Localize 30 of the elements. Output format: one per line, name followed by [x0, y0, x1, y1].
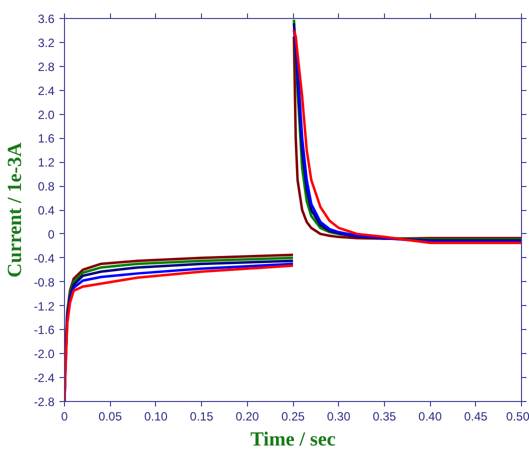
y-tick-label: 3.2 — [38, 36, 55, 50]
x-tick-label: 0.30 — [327, 410, 351, 424]
x-tick-label: 0.10 — [144, 410, 168, 424]
y-tick-label: 3.6 — [38, 12, 55, 26]
y-tick-label: 1.6 — [38, 132, 55, 146]
x-tick-label: 0 — [61, 410, 68, 424]
y-tick-label: -0.8 — [34, 275, 55, 290]
x-tick-label: 0.40 — [418, 410, 442, 424]
y-tick-label: -2.8 — [34, 395, 55, 409]
y-tick-label: 2.4 — [38, 84, 55, 98]
x-tick-label: 0.50 — [506, 410, 529, 424]
y-axis-title: Current / 1e-3A — [4, 142, 26, 278]
y-tick-label: 0 — [48, 227, 55, 242]
y-tick-label: 2.8 — [38, 60, 55, 74]
x-tick-label: 0.45 — [464, 410, 488, 424]
y-tick-label: -1.2 — [34, 299, 55, 314]
y-tick-label: 1.2 — [38, 156, 55, 170]
y-tick-label: 2.0 — [38, 108, 55, 122]
y-tick-label: 0.8 — [38, 180, 55, 194]
x-tick-label: 0.35 — [372, 410, 396, 424]
y-tick-label: 0.4 — [38, 204, 55, 218]
y-tick-label: -1.6 — [34, 323, 55, 338]
y-tick-label: -2.0 — [34, 347, 55, 362]
x-tick-label: 0.15 — [190, 410, 214, 424]
x-tick-label: 0.20 — [236, 410, 260, 424]
x-tick-label: 0.05 — [98, 410, 122, 424]
y-tick-label: -2.4 — [34, 371, 55, 386]
x-tick-label: 0.25 — [281, 410, 306, 424]
y-tick-label: -0.4 — [34, 251, 55, 266]
x-axis-title: Time / sec — [250, 428, 336, 450]
